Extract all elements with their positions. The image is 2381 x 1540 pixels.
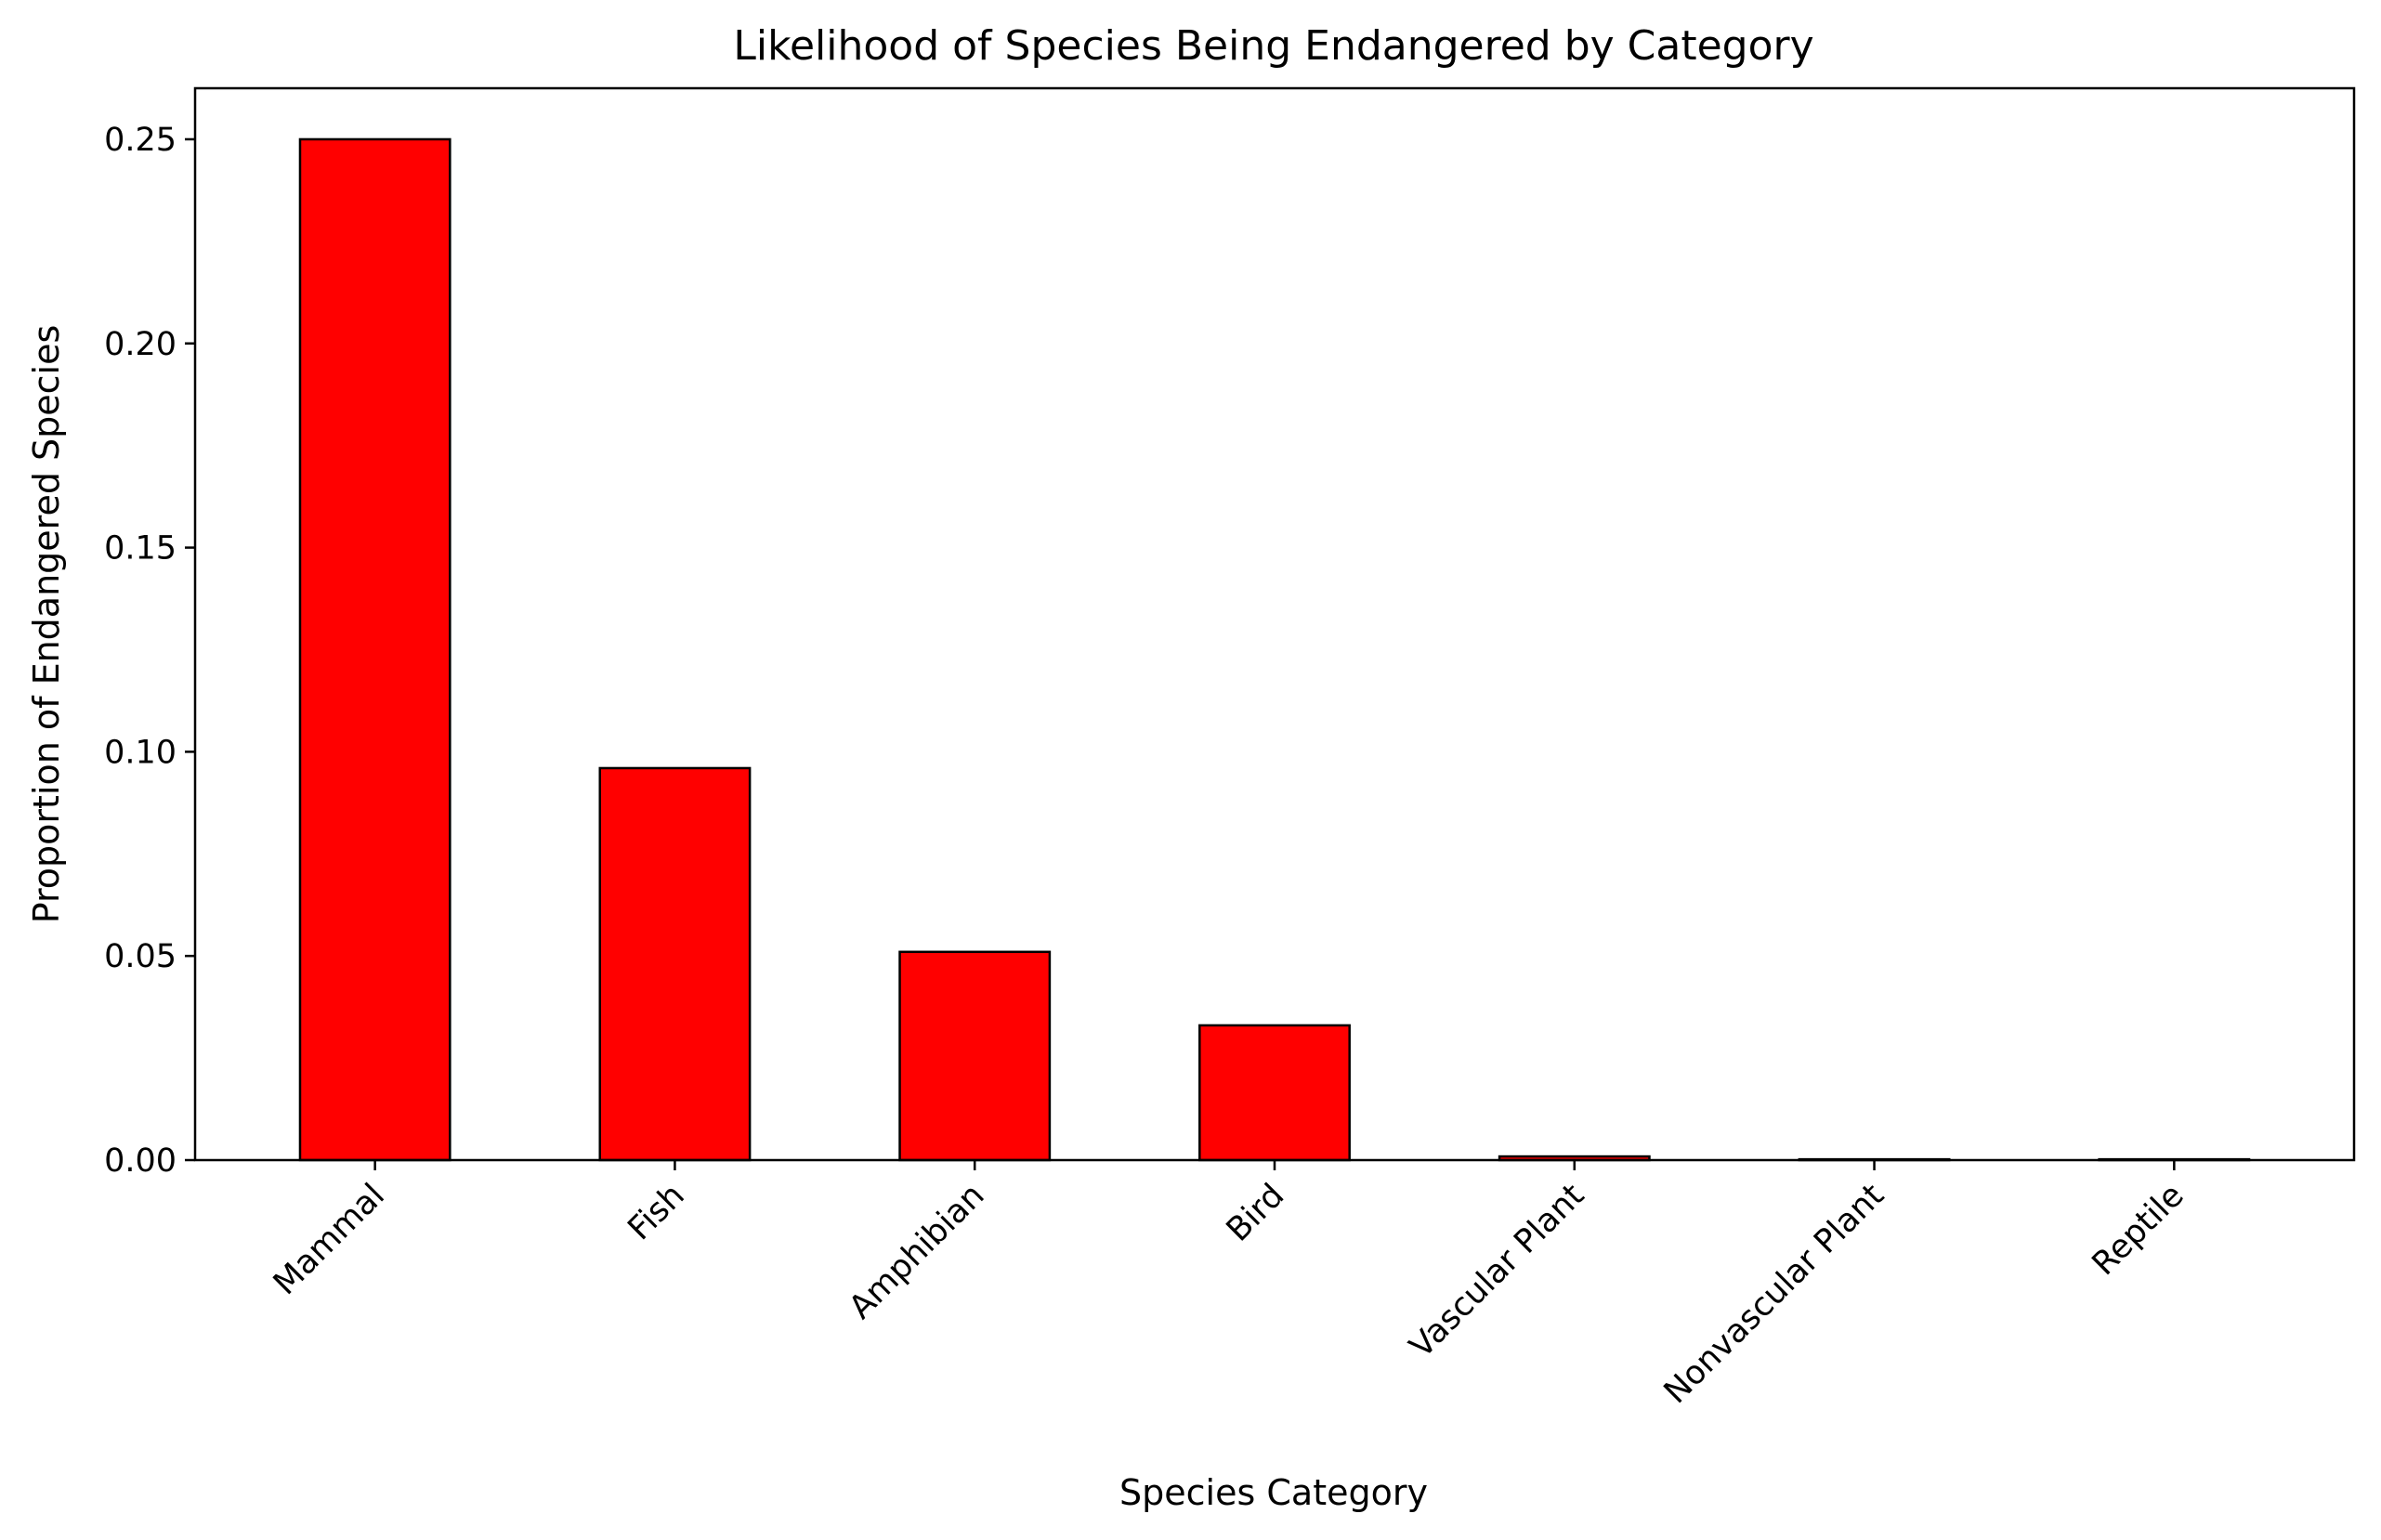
y-tick-label: 0.15 (104, 530, 177, 568)
y-tick-label: 0.00 (104, 1142, 177, 1180)
y-axis-title: Proportion of Endangered Species (26, 325, 67, 924)
plot-frame (193, 86, 2356, 1162)
x-tick-label: Mammal (267, 1177, 392, 1302)
x-tick-label: Fish (621, 1177, 692, 1247)
x-tick-label: Amphibian (843, 1177, 992, 1326)
x-tick-label: Vascular Plant (1403, 1177, 1591, 1365)
y-tick-label: 0.05 (104, 938, 177, 975)
y-axis: 0.00 0.05 0.10 0.15 0.20 0.25 (104, 122, 195, 1180)
x-tick-label: Reptile (2086, 1177, 2191, 1283)
x-tick-label: Bird (1220, 1177, 1292, 1249)
chart-title: Likelihood of Species Being Endangered b… (733, 22, 1813, 70)
y-tick-label: 0.10 (104, 734, 177, 771)
bar-mammal (298, 137, 451, 1162)
y-tick-label: 0.20 (104, 326, 177, 363)
bar-fish (598, 766, 752, 1162)
bar-amphibian (898, 950, 1052, 1162)
y-tick-label: 0.25 (104, 122, 177, 159)
bars (298, 137, 2251, 1162)
x-tick-label: Nonvascular Plant (1657, 1177, 1891, 1411)
bar-bird (1198, 1024, 1351, 1162)
x-axis: Mammal Fish Amphibian Bird Vascular Plant Non… (267, 1160, 2191, 1411)
x-axis-title: Species Category (1119, 1472, 1428, 1513)
